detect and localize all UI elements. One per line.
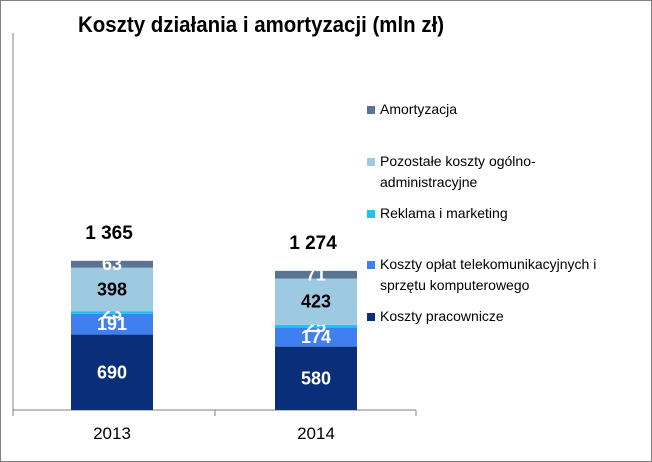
legend-swatch (367, 313, 375, 321)
legend-label-line: administracyjne (380, 174, 478, 190)
legend-label-line: Amortyzacja (380, 101, 458, 117)
bar-segment-2014-2 (275, 324, 357, 328)
total-label-2014: 1 274 (289, 233, 337, 254)
bar-segment-2014-3 (275, 278, 357, 325)
data-label-2014-4: 71 (306, 265, 326, 285)
legend-label: Amortyzacja (380, 99, 645, 120)
total-label-2013: 1 365 (85, 223, 133, 244)
bar-segment-2013-0 (71, 334, 153, 410)
bar-segment-2014-4 (275, 270, 357, 279)
legend-swatch (367, 106, 375, 114)
bar-segment-2013-4 (71, 260, 153, 268)
legend-label-line: Reklama i marketing (380, 205, 508, 221)
legend-swatch (367, 261, 375, 269)
x-tick-label-2013: 2013 (93, 424, 131, 443)
legend-label-line: Koszty opłat telekomunikacyjnych i (380, 256, 597, 272)
bar-segment-2013-2 (71, 311, 153, 314)
legend-swatch (367, 158, 375, 166)
legend-label-line: Koszty pracownicze (380, 308, 504, 324)
x-tick-label-2014: 2014 (297, 424, 335, 443)
bar-segment-2013-1 (71, 313, 153, 335)
legend-label: Pozostałe koszty ogólno-administracyjne (380, 151, 645, 193)
data-label-2013-1: 191 (97, 314, 127, 334)
legend-label: Koszty opłat telekomunikacyjnych i sprzęt… (380, 254, 645, 296)
legend-label: Koszty pracownicze (380, 306, 645, 327)
data-label-2013-0: 690 (97, 362, 127, 382)
data-label-2013-3: 398 (97, 279, 127, 299)
data-label-2013-4: 63 (102, 254, 122, 274)
legend-label: Reklama i marketing (380, 203, 645, 224)
chart-title: Koszty działania i amortyzacji (mln zł) (78, 12, 445, 37)
data-label-2014-1: 174 (301, 327, 331, 347)
legend-label-line: Pozostałe koszty ogólno- (380, 153, 536, 169)
legend-label-line: sprzętu komputerowego (380, 277, 530, 293)
data-label-2014-0: 580 (301, 368, 331, 388)
bar-segment-2014-1 (275, 327, 357, 347)
bar-segment-2014-0 (275, 346, 357, 410)
legend-swatch (367, 210, 375, 218)
data-label-2014-3: 423 (301, 292, 331, 312)
bar-segment-2013-3 (71, 267, 153, 312)
chart-legend: Amortyzacja Pozostałe koszty ogólno-admin… (367, 0, 652, 462)
